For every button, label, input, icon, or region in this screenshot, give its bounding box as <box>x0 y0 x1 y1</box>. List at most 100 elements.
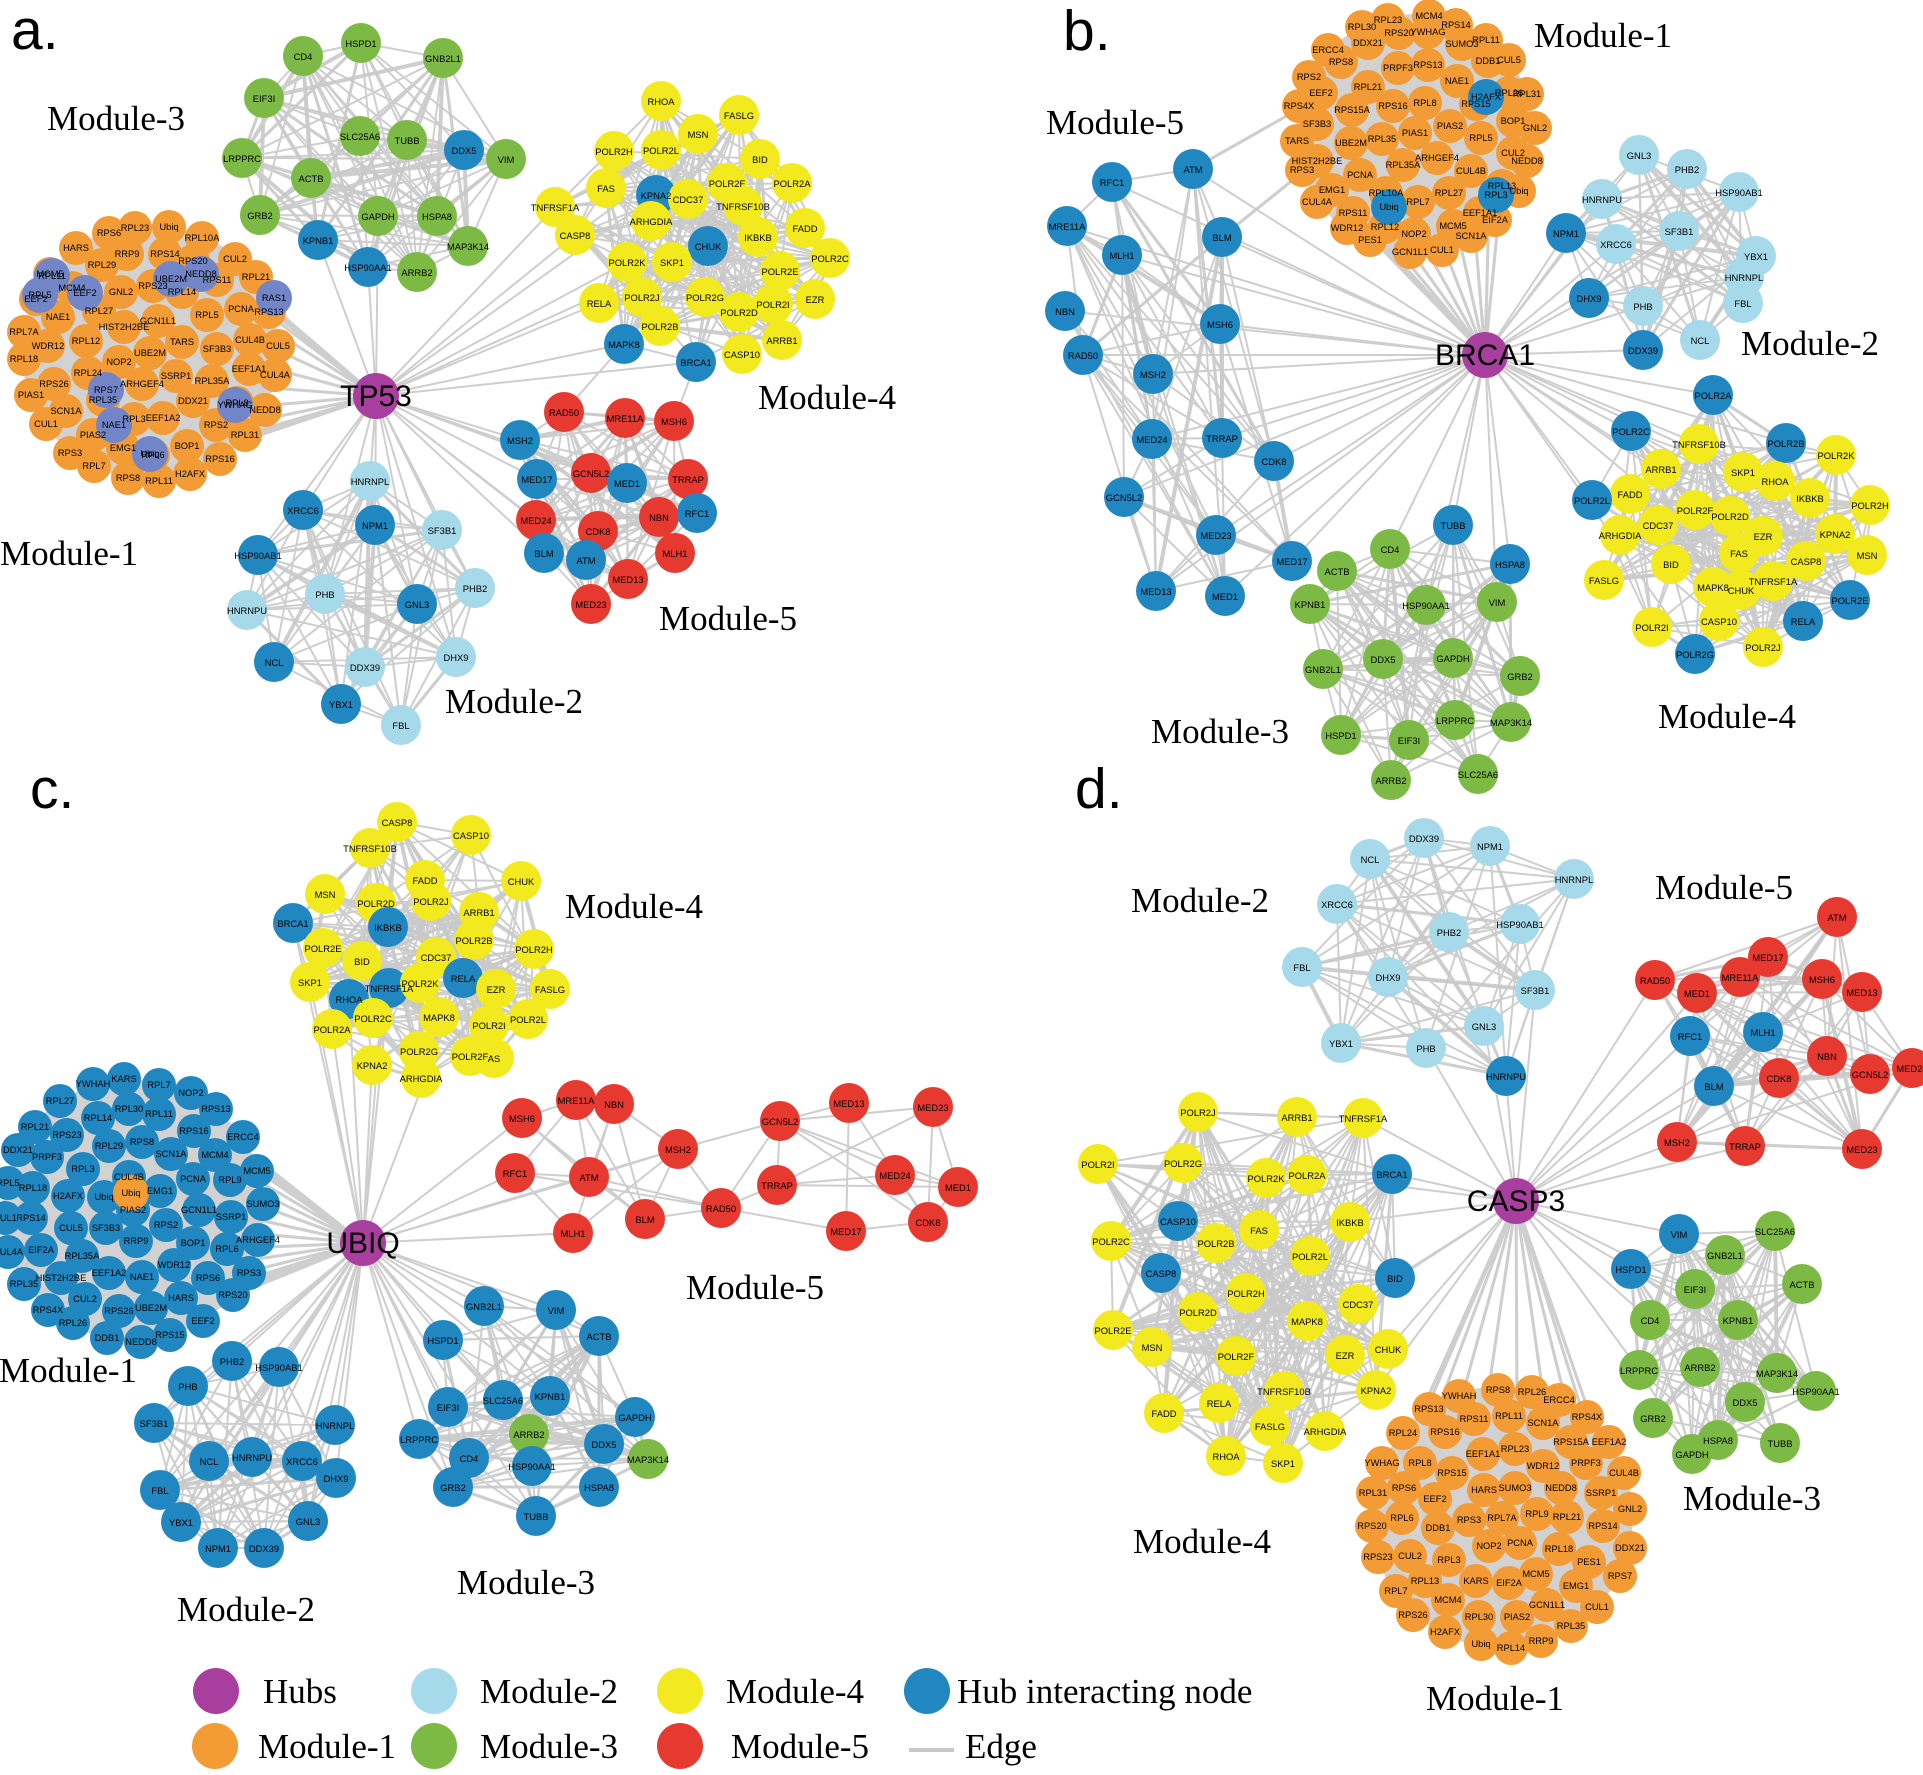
svg-text:NPM1: NPM1 <box>1553 228 1579 239</box>
svg-text:MAP3K14: MAP3K14 <box>447 241 489 252</box>
svg-text:LRPPRC: LRPPRC <box>223 153 261 164</box>
svg-text:POLR2L: POLR2L <box>643 145 679 156</box>
svg-text:Ubiq: Ubiq <box>121 1188 140 1198</box>
svg-text:PIAS2: PIAS2 <box>1504 1612 1530 1622</box>
svg-text:YWHAG: YWHAG <box>217 400 252 410</box>
svg-text:CUL4B: CUL4B <box>114 1172 144 1182</box>
svg-text:RFC1: RFC1 <box>1100 177 1124 188</box>
svg-text:CASP10: CASP10 <box>1701 616 1737 627</box>
svg-text:POLR2H: POLR2H <box>1851 500 1889 511</box>
svg-text:BID: BID <box>752 154 768 165</box>
svg-text:XRCC6: XRCC6 <box>1600 239 1632 250</box>
svg-text:RPS14: RPS14 <box>150 249 179 259</box>
svg-text:SSRP1: SSRP1 <box>216 1212 247 1222</box>
svg-text:EIF3I: EIF3I <box>437 1402 459 1413</box>
svg-text:DDX21: DDX21 <box>178 396 208 406</box>
svg-text:BRCA1: BRCA1 <box>277 918 308 929</box>
svg-text:POLR2A: POLR2A <box>314 1024 352 1035</box>
svg-text:Edge: Edge <box>965 1727 1037 1766</box>
svg-text:SF3B1: SF3B1 <box>428 525 457 536</box>
svg-text:MSN: MSN <box>315 889 336 900</box>
svg-text:RPL13: RPL13 <box>1488 181 1516 191</box>
svg-text:EIF2A: EIF2A <box>28 1245 55 1255</box>
svg-text:RPS16: RPS16 <box>1378 101 1407 111</box>
svg-text:AS: AS <box>488 1053 501 1064</box>
svg-text:HSP90AB1: HSP90AB1 <box>234 550 281 561</box>
svg-text:HSPD1: HSPD1 <box>427 1335 458 1346</box>
svg-text:ARRB1: ARRB1 <box>1645 464 1676 475</box>
svg-text:RPL23: RPL23 <box>1374 15 1402 25</box>
svg-text:NCL: NCL <box>200 1456 219 1467</box>
svg-text:RPL8: RPL8 <box>225 398 248 408</box>
svg-text:GNB2L1: GNB2L1 <box>466 1301 502 1312</box>
svg-text:RFC1: RFC1 <box>685 508 709 519</box>
svg-text:Module-3: Module-3 <box>1683 1479 1821 1518</box>
svg-text:RPS8: RPS8 <box>1329 57 1353 67</box>
svg-text:NEDD8: NEDD8 <box>125 1337 157 1347</box>
svg-text:MED23: MED23 <box>1200 530 1231 541</box>
svg-text:CD4: CD4 <box>1381 544 1400 555</box>
svg-text:POLR2B: POLR2B <box>456 935 493 946</box>
svg-text:CUL5: CUL5 <box>59 1223 83 1233</box>
svg-text:TUBB: TUBB <box>523 1511 548 1522</box>
svg-text:EEF1A2: EEF1A2 <box>146 413 181 423</box>
svg-text:GNB2L1: GNB2L1 <box>425 53 461 64</box>
svg-text:EIF2A: EIF2A <box>1482 215 1509 225</box>
svg-text:Module-5: Module-5 <box>686 1268 824 1307</box>
svg-text:PHB2: PHB2 <box>220 1356 245 1367</box>
svg-text:RELA: RELA <box>587 298 612 309</box>
svg-text:MSH6: MSH6 <box>1207 319 1233 330</box>
svg-text:NAE1: NAE1 <box>102 420 126 430</box>
svg-text:POLR2I: POLR2I <box>1635 622 1668 633</box>
svg-text:RPS13: RPS13 <box>254 307 283 317</box>
svg-text:CDC37: CDC37 <box>421 952 452 963</box>
svg-text:POLR2J: POLR2J <box>1180 1107 1215 1118</box>
svg-text:Module-4: Module-4 <box>758 378 896 417</box>
svg-text:GNL2: GNL2 <box>1523 123 1547 133</box>
svg-text:Ubiq: Ubiq <box>1379 202 1398 212</box>
svg-text:BLM: BLM <box>534 548 553 559</box>
svg-text:PHB: PHB <box>1633 301 1652 312</box>
svg-text:MCM5: MCM5 <box>243 1166 270 1176</box>
svg-text:SLC25A6: SLC25A6 <box>483 1395 523 1406</box>
svg-text:NPM1: NPM1 <box>205 1543 231 1554</box>
svg-text:CASP10: CASP10 <box>453 830 489 841</box>
svg-text:RELA: RELA <box>1207 1398 1232 1409</box>
svg-text:RPL35: RPL35 <box>89 395 117 405</box>
svg-text:MED24: MED24 <box>520 515 551 526</box>
svg-text:FASLG: FASLG <box>535 984 565 995</box>
svg-text:HSPA8: HSPA8 <box>584 1482 614 1493</box>
svg-text:PIAS1: PIAS1 <box>1402 128 1428 138</box>
svg-text:PIAS2: PIAS2 <box>120 1205 146 1215</box>
svg-text:CD4: CD4 <box>1641 1315 1660 1326</box>
svg-text:RPL21: RPL21 <box>21 1122 49 1132</box>
svg-text:NOP2: NOP2 <box>1476 1541 1501 1551</box>
svg-text:CUL4B: CUL4B <box>1456 166 1486 176</box>
svg-text:RPS11: RPS11 <box>1339 208 1368 218</box>
svg-text:RPL11: RPL11 <box>145 1109 173 1119</box>
svg-text:EZR: EZR <box>806 294 825 305</box>
svg-text:Module-5: Module-5 <box>659 599 797 638</box>
svg-text:RPS16: RPS16 <box>179 1126 208 1136</box>
svg-text:Module-2: Module-2 <box>480 1672 618 1711</box>
svg-text:TNFRSF1A: TNFRSF1A <box>531 202 580 213</box>
svg-text:MCM4: MCM4 <box>58 283 85 293</box>
svg-text:RAD50: RAD50 <box>1068 350 1098 361</box>
svg-text:EIF3I: EIF3I <box>1398 735 1420 746</box>
svg-text:RPL23: RPL23 <box>1501 1444 1529 1454</box>
svg-text:RPL12: RPL12 <box>1371 222 1399 232</box>
svg-text:EEF2: EEF2 <box>24 294 47 304</box>
svg-text:TUBB: TUBB <box>394 135 419 146</box>
svg-text:MSH6: MSH6 <box>509 1113 535 1124</box>
svg-text:POLR2H: POLR2H <box>515 944 553 955</box>
svg-text:NOP2: NOP2 <box>178 1088 203 1098</box>
svg-text:HNRNPL: HNRNPL <box>351 476 390 487</box>
svg-text:POLR2A: POLR2A <box>1289 1170 1327 1181</box>
svg-text:EZR: EZR <box>1336 1350 1355 1361</box>
svg-text:TRRAP: TRRAP <box>761 1180 793 1191</box>
svg-text:SSRP1: SSRP1 <box>1586 1488 1617 1498</box>
svg-text:RPL18: RPL18 <box>10 354 38 364</box>
svg-text:SUMO3: SUMO3 <box>246 1199 279 1209</box>
svg-text:NEDD8: NEDD8 <box>1511 156 1543 166</box>
svg-text:UBE2M: UBE2M <box>135 1303 167 1313</box>
